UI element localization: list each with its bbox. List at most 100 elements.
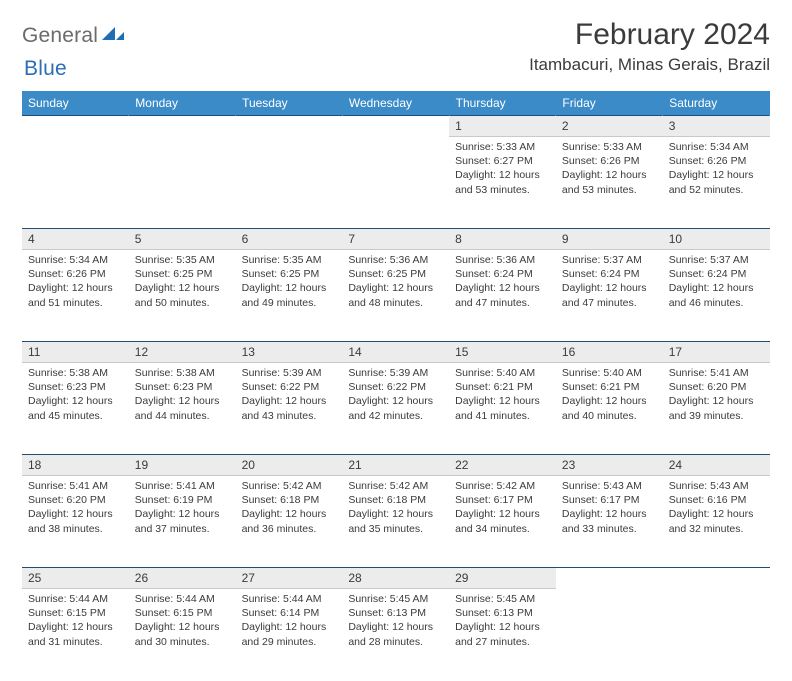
- empty-cell: [22, 116, 129, 137]
- daylight-line: Daylight: 12 hours and 38 minutes.: [28, 507, 123, 535]
- daylight-line: Daylight: 12 hours and 42 minutes.: [348, 394, 443, 422]
- day-content-row: Sunrise: 5:33 AMSunset: 6:27 PMDaylight:…: [22, 137, 770, 229]
- day-number-cell: 21: [342, 455, 449, 476]
- daylight-line: Daylight: 12 hours and 28 minutes.: [348, 620, 443, 648]
- sunrise-line: Sunrise: 5:39 AM: [348, 366, 443, 380]
- logo-text-blue: Blue: [24, 57, 67, 80]
- daylight-line: Daylight: 12 hours and 43 minutes.: [242, 394, 337, 422]
- day-content-cell: Sunrise: 5:41 AMSunset: 6:20 PMDaylight:…: [22, 476, 129, 568]
- sunrise-line: Sunrise: 5:38 AM: [28, 366, 123, 380]
- sunset-line: Sunset: 6:22 PM: [242, 380, 337, 394]
- sunrise-line: Sunrise: 5:44 AM: [242, 592, 337, 606]
- day-number-cell: 15: [449, 342, 556, 363]
- day-content-cell: Sunrise: 5:39 AMSunset: 6:22 PMDaylight:…: [236, 363, 343, 455]
- sunrise-line: Sunrise: 5:45 AM: [455, 592, 550, 606]
- sunrise-line: Sunrise: 5:33 AM: [562, 140, 657, 154]
- day-content-cell: Sunrise: 5:35 AMSunset: 6:25 PMDaylight:…: [236, 250, 343, 342]
- sunrise-line: Sunrise: 5:44 AM: [135, 592, 230, 606]
- day-number-cell: 23: [556, 455, 663, 476]
- day-content-cell: Sunrise: 5:42 AMSunset: 6:17 PMDaylight:…: [449, 476, 556, 568]
- daylight-line: Daylight: 12 hours and 35 minutes.: [348, 507, 443, 535]
- sunrise-line: Sunrise: 5:43 AM: [562, 479, 657, 493]
- logo-text-general: General: [22, 24, 98, 48]
- day-number-cell: 16: [556, 342, 663, 363]
- day-number-cell: 20: [236, 455, 343, 476]
- sunset-line: Sunset: 6:14 PM: [242, 606, 337, 620]
- day-number-cell: 5: [129, 229, 236, 250]
- sunrise-line: Sunrise: 5:34 AM: [28, 253, 123, 267]
- day-content-cell: Sunrise: 5:33 AMSunset: 6:26 PMDaylight:…: [556, 137, 663, 229]
- sunrise-line: Sunrise: 5:42 AM: [455, 479, 550, 493]
- empty-cell: [236, 116, 343, 137]
- sunset-line: Sunset: 6:25 PM: [135, 267, 230, 281]
- sunset-line: Sunset: 6:26 PM: [669, 154, 764, 168]
- empty-cell: [236, 137, 343, 229]
- weekday-header: Monday: [129, 91, 236, 116]
- weekday-header: Sunday: [22, 91, 129, 116]
- day-number-cell: 8: [449, 229, 556, 250]
- day-content-cell: Sunrise: 5:36 AMSunset: 6:24 PMDaylight:…: [449, 250, 556, 342]
- month-title: February 2024: [529, 18, 770, 52]
- day-number-cell: 4: [22, 229, 129, 250]
- empty-cell: [556, 568, 663, 589]
- day-content-row: Sunrise: 5:41 AMSunset: 6:20 PMDaylight:…: [22, 476, 770, 568]
- sunset-line: Sunset: 6:20 PM: [669, 380, 764, 394]
- daylight-line: Daylight: 12 hours and 37 minutes.: [135, 507, 230, 535]
- sunset-line: Sunset: 6:23 PM: [135, 380, 230, 394]
- daylight-line: Daylight: 12 hours and 33 minutes.: [562, 507, 657, 535]
- day-number-row: 18192021222324: [22, 455, 770, 476]
- sunset-line: Sunset: 6:18 PM: [242, 493, 337, 507]
- sunrise-line: Sunrise: 5:35 AM: [135, 253, 230, 267]
- weekday-header: Saturday: [663, 91, 770, 116]
- daylight-line: Daylight: 12 hours and 34 minutes.: [455, 507, 550, 535]
- sunset-line: Sunset: 6:13 PM: [348, 606, 443, 620]
- day-number-row: 11121314151617: [22, 342, 770, 363]
- daylight-line: Daylight: 12 hours and 46 minutes.: [669, 281, 764, 309]
- day-content-row: Sunrise: 5:38 AMSunset: 6:23 PMDaylight:…: [22, 363, 770, 455]
- day-content-cell: Sunrise: 5:37 AMSunset: 6:24 PMDaylight:…: [663, 250, 770, 342]
- day-number-cell: 26: [129, 568, 236, 589]
- day-content-cell: Sunrise: 5:40 AMSunset: 6:21 PMDaylight:…: [449, 363, 556, 455]
- empty-cell: [22, 137, 129, 229]
- day-content-cell: Sunrise: 5:35 AMSunset: 6:25 PMDaylight:…: [129, 250, 236, 342]
- day-content-cell: Sunrise: 5:44 AMSunset: 6:15 PMDaylight:…: [129, 589, 236, 681]
- empty-cell: [342, 137, 449, 229]
- sunset-line: Sunset: 6:17 PM: [455, 493, 550, 507]
- daylight-line: Daylight: 12 hours and 30 minutes.: [135, 620, 230, 648]
- day-number-cell: 24: [663, 455, 770, 476]
- day-number-cell: 10: [663, 229, 770, 250]
- sunrise-line: Sunrise: 5:45 AM: [348, 592, 443, 606]
- daylight-line: Daylight: 12 hours and 27 minutes.: [455, 620, 550, 648]
- daylight-line: Daylight: 12 hours and 32 minutes.: [669, 507, 764, 535]
- sunset-line: Sunset: 6:15 PM: [28, 606, 123, 620]
- day-number-row: 2526272829: [22, 568, 770, 589]
- empty-cell: [663, 568, 770, 589]
- daylight-line: Daylight: 12 hours and 47 minutes.: [455, 281, 550, 309]
- sunrise-line: Sunrise: 5:37 AM: [669, 253, 764, 267]
- daylight-line: Daylight: 12 hours and 49 minutes.: [242, 281, 337, 309]
- day-content-cell: Sunrise: 5:39 AMSunset: 6:22 PMDaylight:…: [342, 363, 449, 455]
- daylight-line: Daylight: 12 hours and 51 minutes.: [28, 281, 123, 309]
- sunset-line: Sunset: 6:18 PM: [348, 493, 443, 507]
- sunset-line: Sunset: 6:13 PM: [455, 606, 550, 620]
- day-number-cell: 27: [236, 568, 343, 589]
- day-number-cell: 9: [556, 229, 663, 250]
- weekday-header: Tuesday: [236, 91, 343, 116]
- day-content-cell: Sunrise: 5:38 AMSunset: 6:23 PMDaylight:…: [129, 363, 236, 455]
- day-number-cell: 1: [449, 116, 556, 137]
- daylight-line: Daylight: 12 hours and 44 minutes.: [135, 394, 230, 422]
- daylight-line: Daylight: 12 hours and 47 minutes.: [562, 281, 657, 309]
- day-number-row: 45678910: [22, 229, 770, 250]
- sunrise-line: Sunrise: 5:41 AM: [669, 366, 764, 380]
- sunrise-line: Sunrise: 5:34 AM: [669, 140, 764, 154]
- day-number-cell: 18: [22, 455, 129, 476]
- day-content-cell: Sunrise: 5:45 AMSunset: 6:13 PMDaylight:…: [342, 589, 449, 681]
- sunrise-line: Sunrise: 5:38 AM: [135, 366, 230, 380]
- sunrise-line: Sunrise: 5:37 AM: [562, 253, 657, 267]
- sunrise-line: Sunrise: 5:40 AM: [455, 366, 550, 380]
- logo: General: [22, 18, 126, 48]
- sunrise-line: Sunrise: 5:43 AM: [669, 479, 764, 493]
- daylight-line: Daylight: 12 hours and 36 minutes.: [242, 507, 337, 535]
- empty-cell: [129, 137, 236, 229]
- day-content-cell: Sunrise: 5:43 AMSunset: 6:16 PMDaylight:…: [663, 476, 770, 568]
